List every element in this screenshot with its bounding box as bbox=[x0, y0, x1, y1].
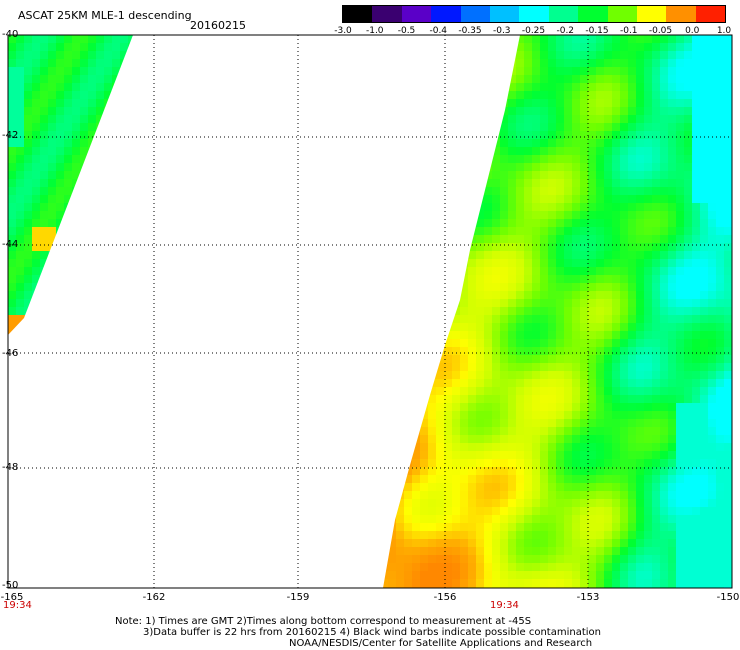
colorbar bbox=[342, 5, 726, 23]
colorbar-label: 1.0 bbox=[716, 26, 732, 36]
colorbar-segment bbox=[666, 6, 696, 22]
left-swath bbox=[8, 35, 133, 335]
xtick-label: -153 bbox=[576, 592, 600, 603]
ytick-label: -42 bbox=[2, 130, 19, 141]
colorbar-segment bbox=[548, 6, 579, 22]
ytick-label: -48 bbox=[2, 462, 19, 473]
colorbar-label: -0.3 bbox=[492, 26, 511, 36]
ytick-label: -44 bbox=[2, 239, 19, 250]
colorbar-segment bbox=[519, 6, 549, 22]
colorbar-segment bbox=[431, 6, 461, 22]
time-label-left: 19:34 bbox=[3, 600, 32, 611]
colorbar-segment bbox=[460, 6, 490, 22]
colorbar-segment bbox=[343, 6, 373, 22]
colorbar-segment bbox=[489, 6, 520, 22]
colorbar-label: -0.1 bbox=[619, 26, 638, 36]
time-label-mid: 19:34 bbox=[490, 600, 519, 611]
colorbar-label: -0.5 bbox=[397, 26, 416, 36]
colorbar-segment bbox=[636, 6, 667, 22]
colorbar-segment bbox=[578, 6, 608, 22]
footer-credit: NOAA/NESDIS/Center for Satellite Applica… bbox=[289, 638, 593, 649]
ytick-label: -50 bbox=[2, 580, 19, 591]
xtick-label: -156 bbox=[433, 592, 457, 603]
xtick-label: -159 bbox=[286, 592, 310, 603]
colorbar-label: -0.4 bbox=[429, 26, 448, 36]
ytick-label: -46 bbox=[2, 348, 19, 359]
colorbar-segment bbox=[372, 6, 402, 22]
xtick-label: -150 bbox=[716, 592, 740, 603]
colorbar-segment bbox=[695, 6, 726, 22]
map-frame bbox=[7, 34, 733, 589]
map-date: 20160215 bbox=[190, 19, 246, 32]
colorbar-label: -0.25 bbox=[521, 26, 546, 36]
map-title: ASCAT 25KM MLE-1 descending bbox=[18, 9, 192, 22]
colorbar-label: -0.2 bbox=[556, 26, 575, 36]
ytick-label: -40 bbox=[2, 29, 19, 40]
colorbar-label: -0.15 bbox=[585, 26, 609, 36]
colorbar-segment bbox=[607, 6, 637, 22]
colorbar-label: -3.0 bbox=[334, 26, 352, 36]
xtick-label: -162 bbox=[142, 592, 166, 603]
colorbar-label: 0.0 bbox=[685, 26, 700, 36]
colorbar-label: -0.35 bbox=[458, 26, 482, 36]
right-swath bbox=[383, 35, 732, 588]
footer-note-1: Note: 1) Times are GMT 2)Times along bot… bbox=[115, 616, 532, 627]
colorbar-segment bbox=[401, 6, 432, 22]
footer-note-2: 3)Data buffer is 22 hrs from 20160215 4)… bbox=[143, 627, 601, 638]
xtick-label: -165 bbox=[0, 592, 24, 603]
colorbar-label: -0.05 bbox=[648, 26, 673, 36]
colorbar-label: -1.0 bbox=[365, 26, 384, 36]
